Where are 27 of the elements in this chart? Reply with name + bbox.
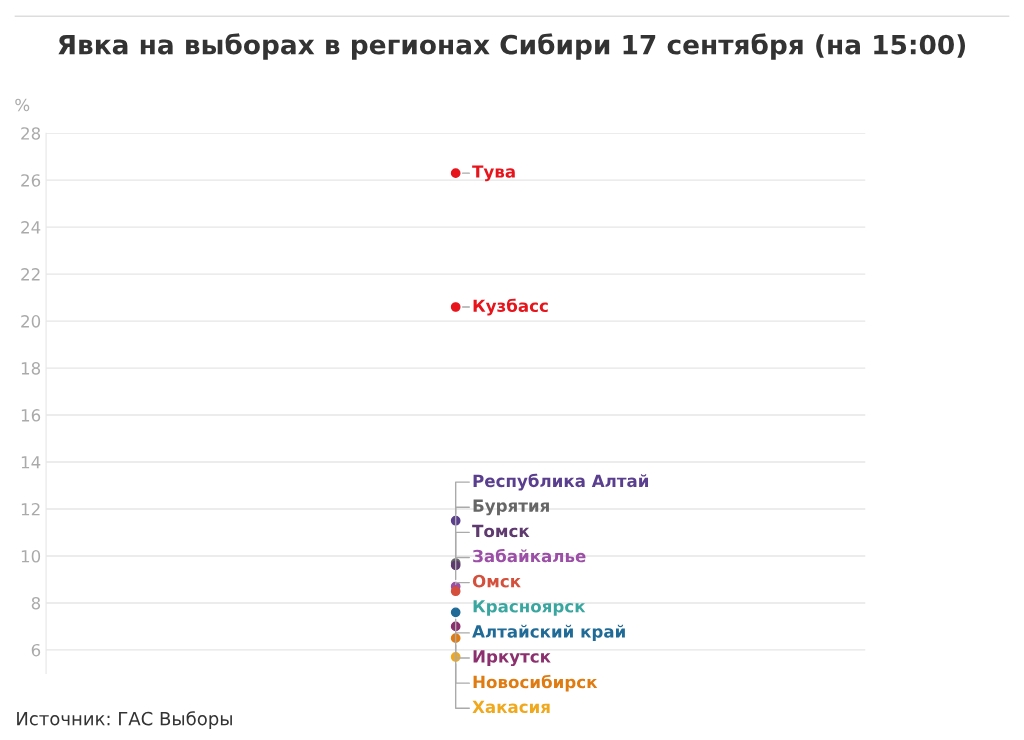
y-tick-label: 22 — [21, 268, 40, 281]
series-label: Республика Алтай — [473, 473, 649, 491]
series-label: Омск — [472, 574, 521, 588]
y-tick-label: 6 — [31, 643, 41, 657]
series-label: Иркутск — [473, 650, 551, 667]
y-tick-label: 8 — [31, 596, 41, 610]
series-label: Кузбасс — [473, 298, 548, 316]
y-tick-label: 10 — [21, 549, 41, 563]
series-label: Томск — [472, 524, 530, 538]
y-tick-label: 18 — [21, 362, 41, 375]
y-tick-label: 24 — [21, 221, 41, 234]
y-tick-label: 26 — [21, 174, 41, 187]
text: Бурятия — [473, 499, 549, 516]
y-tick-label: 12 — [21, 502, 40, 516]
y-tick-label: 14 — [21, 456, 41, 469]
y-axis-title: % — [15, 98, 30, 112]
y-tick-label: 28 — [21, 127, 41, 140]
series-label: Забайкалье — [473, 548, 586, 563]
legend-label: Красноярск — [473, 600, 586, 616]
series-label: Алтайский край — [472, 624, 625, 641]
text: Хакасия — [472, 700, 550, 714]
y-tick-label: 16 — [21, 409, 41, 422]
text: Источник: ГАС Выборы — [17, 711, 232, 729]
chart-title: Явка на выборах в регионах Сибири 17 сентября (на 15:00) — [58, 33, 966, 60]
y-tick-label: 20 — [21, 315, 41, 328]
text: Новосибирск — [473, 674, 598, 692]
series-label: Тува — [472, 165, 515, 182]
